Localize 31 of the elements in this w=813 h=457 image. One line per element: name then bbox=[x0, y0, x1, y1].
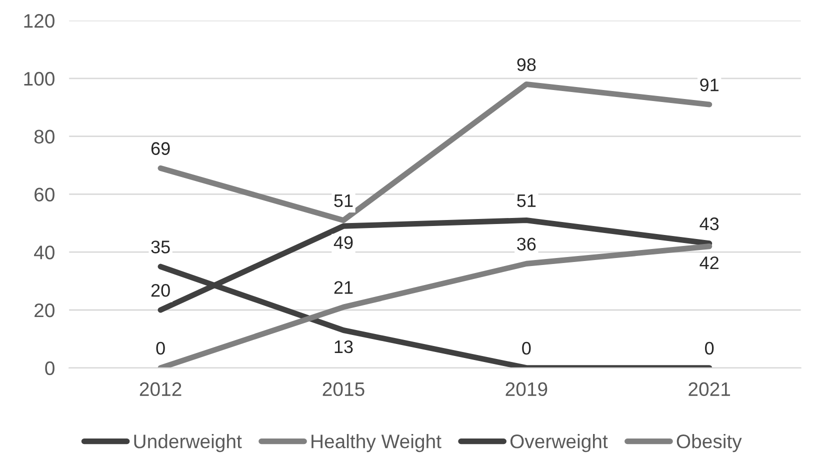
data-label: 0 bbox=[156, 342, 165, 355]
data-label: 0 bbox=[522, 342, 531, 355]
data-label: 20 bbox=[151, 284, 170, 297]
data-label: 51 bbox=[517, 194, 536, 208]
y-tick-label: 20 bbox=[34, 303, 54, 318]
y-tick-label: 0 bbox=[45, 361, 54, 376]
data-label: 0 bbox=[705, 342, 714, 355]
data-label: 35 bbox=[151, 240, 170, 254]
y-tick-label: 80 bbox=[34, 130, 54, 144]
x-tick-label: 2019 bbox=[506, 382, 548, 396]
x-tick-label: 2021 bbox=[688, 382, 730, 396]
legend-label: Underweight bbox=[134, 434, 242, 452]
data-label: 21 bbox=[334, 281, 353, 294]
x-tick-label: 2012 bbox=[140, 382, 182, 396]
x-tick-label: 2015 bbox=[322, 382, 364, 396]
y-tick-label: 120 bbox=[24, 14, 54, 28]
data-label: 51 bbox=[334, 194, 353, 208]
y-tick-label: 100 bbox=[24, 72, 54, 86]
data-label: 43 bbox=[700, 217, 719, 230]
y-tick-label: 40 bbox=[34, 246, 54, 260]
data-label: 49 bbox=[334, 236, 353, 249]
data-label: 42 bbox=[700, 256, 718, 270]
data-label: 98 bbox=[517, 58, 536, 72]
legend-label: Obesity bbox=[676, 434, 742, 452]
legend-label: Overweight bbox=[510, 434, 608, 452]
y-tick-label: 60 bbox=[34, 188, 54, 202]
data-label: 69 bbox=[151, 142, 170, 155]
data-label: 36 bbox=[517, 238, 536, 250]
data-label: 91 bbox=[700, 78, 719, 92]
legend-label: Healthy Weight bbox=[312, 434, 442, 452]
data-label: 13 bbox=[334, 340, 353, 354]
